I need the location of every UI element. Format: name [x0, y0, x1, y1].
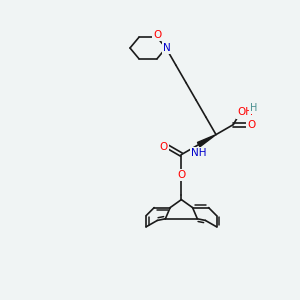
- Text: O: O: [247, 120, 255, 130]
- Polygon shape: [197, 135, 216, 147]
- Text: H: H: [250, 103, 257, 113]
- Text: OH: OH: [237, 107, 253, 118]
- Text: O: O: [177, 169, 185, 180]
- Text: O: O: [159, 142, 168, 152]
- Text: N: N: [163, 43, 171, 53]
- Text: NH: NH: [191, 148, 206, 158]
- Text: O: O: [153, 30, 161, 40]
